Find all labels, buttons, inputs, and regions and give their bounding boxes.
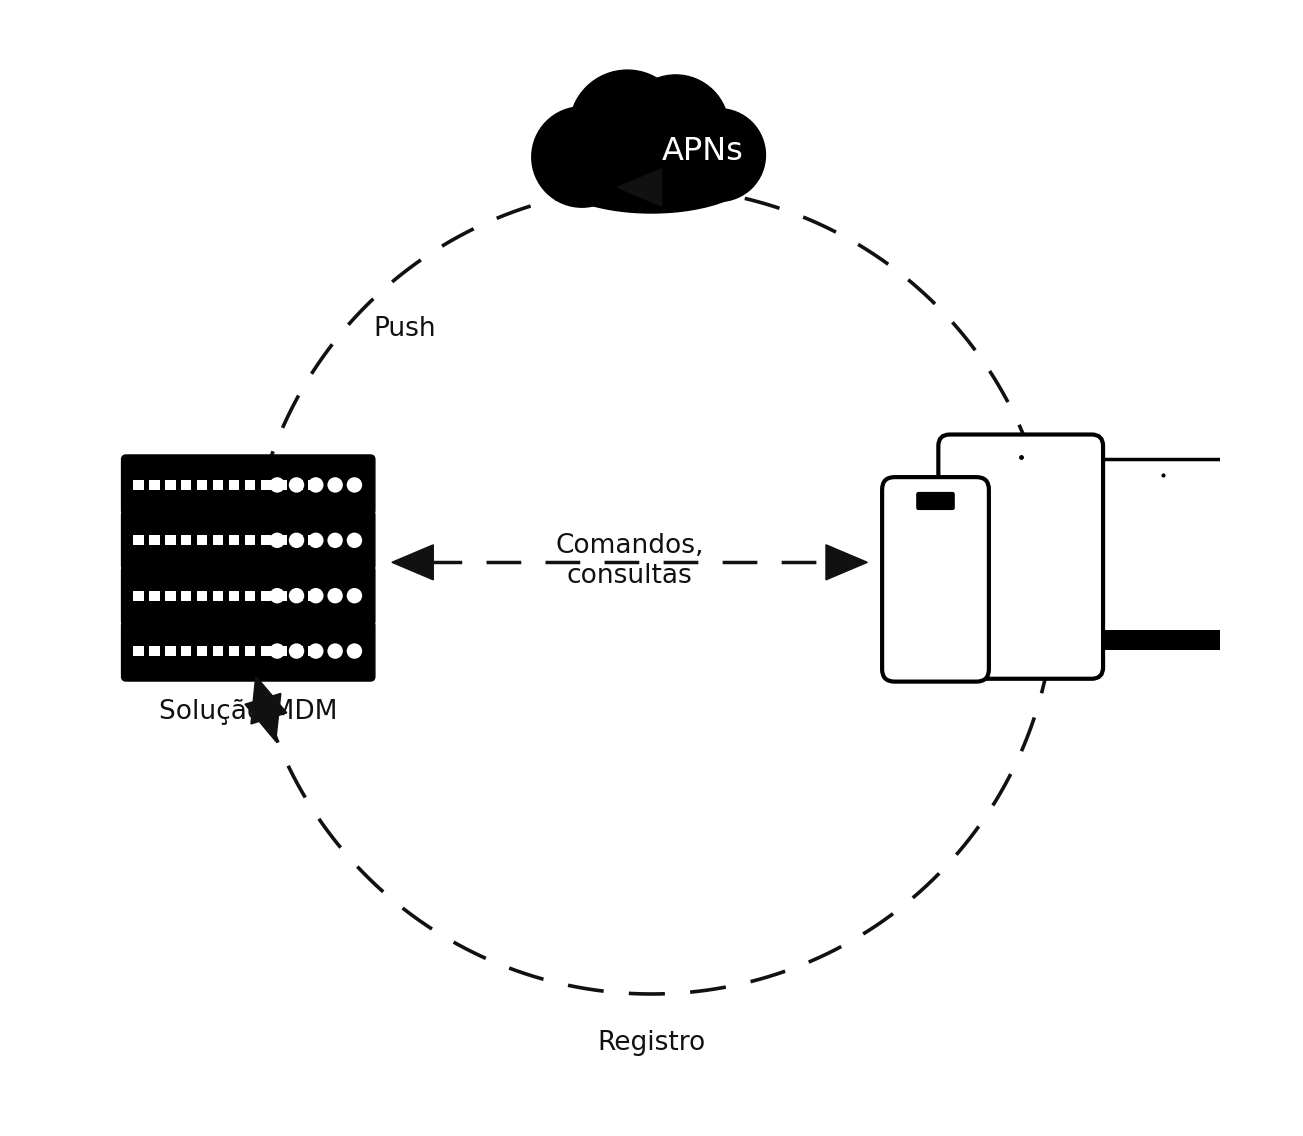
Circle shape (569, 70, 685, 186)
Text: Registro: Registro (597, 1030, 706, 1055)
Circle shape (623, 75, 728, 181)
Circle shape (347, 533, 362, 548)
Circle shape (327, 643, 343, 659)
Bar (261, 646, 271, 657)
Circle shape (347, 588, 362, 603)
FancyBboxPatch shape (1058, 460, 1268, 636)
FancyBboxPatch shape (121, 621, 375, 682)
Bar (165, 646, 176, 657)
FancyBboxPatch shape (121, 510, 375, 570)
Circle shape (270, 588, 285, 603)
Text: APNs: APNs (662, 135, 744, 167)
Bar (133, 479, 143, 490)
Bar (165, 535, 176, 545)
Bar (229, 646, 240, 657)
Bar (309, 535, 319, 545)
Bar (245, 535, 255, 545)
Polygon shape (392, 545, 434, 579)
Circle shape (289, 477, 304, 493)
Bar (309, 646, 319, 657)
Bar (229, 535, 240, 545)
Circle shape (672, 109, 765, 201)
Circle shape (347, 643, 362, 659)
Bar (309, 479, 319, 490)
Polygon shape (826, 545, 868, 579)
FancyBboxPatch shape (916, 492, 955, 510)
FancyBboxPatch shape (121, 566, 375, 626)
Polygon shape (251, 676, 287, 724)
Circle shape (308, 588, 323, 603)
Circle shape (289, 533, 304, 548)
Bar (133, 535, 143, 545)
Circle shape (612, 98, 709, 194)
Bar (150, 591, 159, 601)
Bar (212, 646, 223, 657)
Bar (212, 591, 223, 601)
Bar (181, 646, 192, 657)
Circle shape (289, 588, 304, 603)
Polygon shape (245, 693, 281, 742)
Bar (133, 591, 143, 601)
Bar (165, 591, 176, 601)
Bar (261, 535, 271, 545)
Bar (276, 591, 287, 601)
Bar (197, 591, 207, 601)
Bar (276, 646, 287, 657)
Bar (181, 479, 192, 490)
Circle shape (308, 643, 323, 659)
Circle shape (532, 107, 632, 207)
Bar (276, 535, 287, 545)
FancyBboxPatch shape (121, 456, 375, 515)
Bar (133, 646, 143, 657)
Bar (212, 535, 223, 545)
Bar (165, 479, 176, 490)
Bar (293, 535, 302, 545)
Bar (293, 591, 302, 601)
Text: Push: Push (373, 317, 435, 342)
Bar (245, 591, 255, 601)
Bar (261, 479, 271, 490)
Circle shape (308, 477, 323, 493)
FancyBboxPatch shape (938, 435, 1104, 679)
Circle shape (270, 643, 285, 659)
Bar (293, 479, 302, 490)
Bar (245, 646, 255, 657)
Bar (150, 646, 159, 657)
Bar (197, 646, 207, 657)
Bar (212, 479, 223, 490)
Bar (197, 479, 207, 490)
Bar (229, 479, 240, 490)
Text: Comandos,
consultas: Comandos, consultas (555, 533, 704, 590)
Bar (1032, 629, 1294, 651)
Bar (181, 535, 192, 545)
Circle shape (347, 477, 362, 493)
Circle shape (327, 533, 343, 548)
Bar (229, 591, 240, 601)
Circle shape (270, 533, 285, 548)
Circle shape (327, 477, 343, 493)
Bar (261, 591, 271, 601)
Text: Solução MDM: Solução MDM (159, 699, 337, 725)
Circle shape (270, 477, 285, 493)
Circle shape (289, 643, 304, 659)
Bar (197, 535, 207, 545)
Ellipse shape (545, 126, 758, 214)
Bar (181, 591, 192, 601)
Circle shape (327, 588, 343, 603)
Circle shape (308, 533, 323, 548)
Polygon shape (618, 169, 662, 207)
Bar (276, 479, 287, 490)
Bar (245, 479, 255, 490)
Bar (150, 479, 159, 490)
Bar (309, 591, 319, 601)
Bar (150, 535, 159, 545)
Bar (293, 646, 302, 657)
FancyBboxPatch shape (882, 477, 989, 682)
